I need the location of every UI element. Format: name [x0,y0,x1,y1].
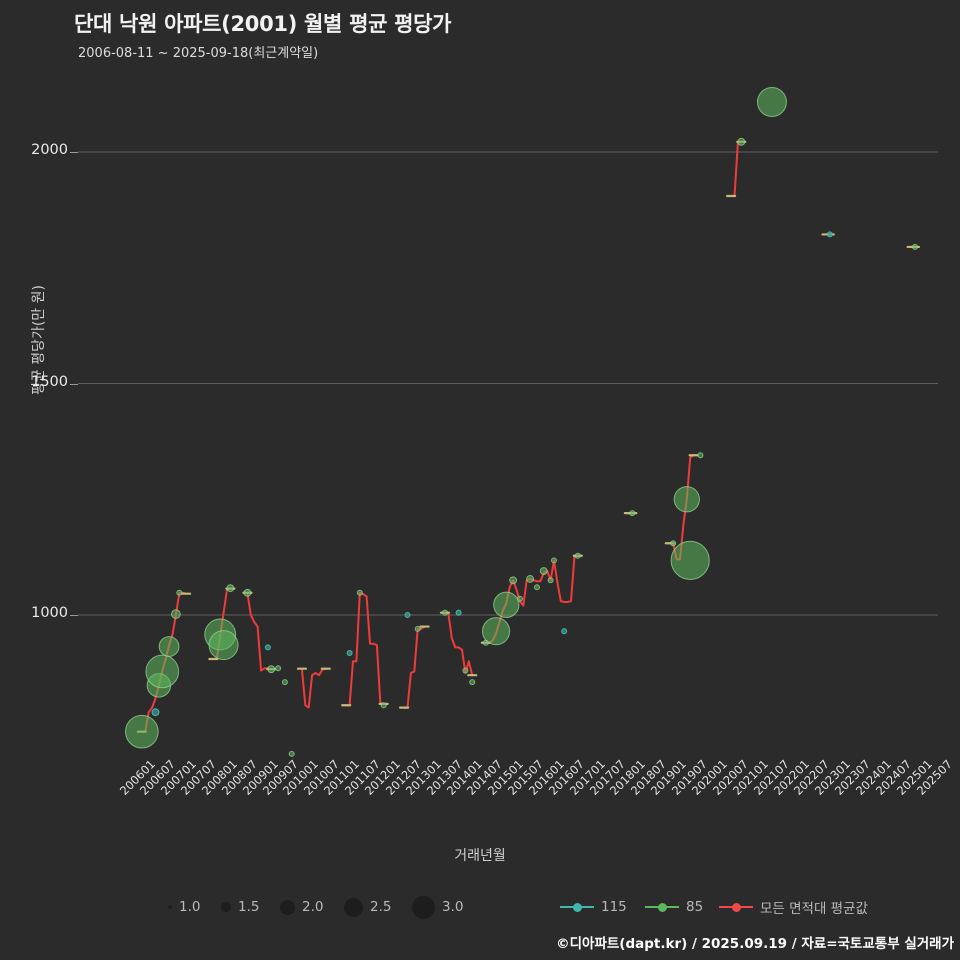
bubble-point-85 [550,557,557,564]
legend-bubble-icon [221,902,231,912]
y-tick-label: 1000 [31,605,68,621]
bubble-point-115 [404,611,411,619]
bubble-point-85 [516,595,523,602]
chart-canvas [78,87,938,757]
bubble-point-85 [673,486,700,513]
x-axis-title: 거래년월 [454,848,506,864]
bubble-point-115 [826,231,833,238]
avg-line-segment [730,140,743,197]
legend-size-item: 1.5 [221,890,259,924]
bubble-point-85 [176,589,183,596]
y-tick-label: 1500 [31,373,68,390]
y-tick-label: 2000 [31,142,68,158]
legend-series-label: 모든 면적대 평균값 [760,901,868,917]
bubble-point-85 [288,750,295,757]
legend-series-item[interactable]: 115 [560,890,627,924]
bubble-point-85 [462,667,469,674]
y-axis-title: 평균 평당가(만 원) [31,285,47,395]
bubble-point-85 [275,665,282,672]
bubble-point-115 [455,609,462,616]
bubble-point-85 [380,702,387,709]
bubble-point-85 [482,617,511,646]
bubble-point-85 [145,654,180,689]
chart-legend: 1.0 1.5 2.0 2.5 3.0 115 85 모든 면적대 평균값 [0,890,960,924]
bubble-point-115 [264,644,271,651]
bubble-point-85 [281,679,288,686]
bubble-point-85 [226,584,235,593]
bubble-point-85 [539,567,548,575]
bubble-point-85 [414,625,421,632]
legend-size-label: 2.5 [370,899,392,915]
legend-size-item: 2.5 [344,890,391,924]
legend-size-label: 1.5 [238,899,260,915]
bubble-point-85 [158,636,180,657]
bubble-point-85 [469,679,476,686]
legend-size-item: 3.0 [412,890,463,924]
bubble-point-85 [356,589,363,596]
legend-line-icon [560,902,594,912]
bubble-point-85 [125,714,159,749]
legend-line-icon [719,902,753,912]
bubble-point-85 [441,609,448,616]
legend-bubble-icon [344,897,363,917]
bubble-point-85 [629,510,636,517]
page-title: 단대 낙원 아파트(2001) 월별 평균 평당가 [74,12,452,36]
bubble-point-85 [697,452,704,459]
legend-series-label: 115 [601,899,627,915]
avg-line-segment [345,591,385,707]
bubble-point-85 [670,540,677,547]
y-tick-mark [70,383,78,385]
legend-size-label: 2.0 [302,899,324,915]
legend-size-label: 1.0 [179,899,201,915]
bubble-point-85 [208,630,239,661]
bubble-point-85 [243,588,252,597]
legend-bubble-icon [280,899,295,915]
plot-area [78,70,950,770]
bubble-point-115 [346,649,353,656]
bubble-point-85 [493,591,520,618]
y-tick-mark [70,615,78,616]
bubble-point-115 [151,708,160,717]
bubble-point-85 [737,137,746,146]
bubble-point-85 [267,665,276,674]
avg-line-segment [403,625,426,709]
bubble-point-85 [509,576,518,585]
bubble-point-85 [911,243,919,250]
legend-series-item[interactable]: 85 [645,890,703,924]
bubble-point-85 [171,609,181,619]
avg-line-segment [444,611,474,677]
legend-series-item[interactable]: 모든 면적대 평균값 [719,890,868,924]
bubble-point-85 [533,584,540,591]
legend-size-label: 3.0 [442,899,464,915]
legend-bubble-icon [412,895,435,919]
bubble-point-85 [574,552,581,559]
page-subtitle: 2006-08-11 ~ 2025-09-18(최근계약일) [78,46,319,61]
bubble-point-85 [547,577,554,584]
legend-series-label: 85 [686,899,704,915]
avg-line-segment [300,667,327,709]
footer-credit: ©디아파트(dapt.kr) / 2025.09.19 / 자료=국토교통부 실… [556,936,954,952]
y-tick-mark [70,152,78,153]
bubble-point-85 [756,87,787,117]
legend-line-icon [645,902,679,912]
legend-size-item: 1.0 [168,890,200,924]
bubble-point-85 [670,540,710,580]
bubble-point-85 [526,574,535,583]
legend-size-item: 2.0 [280,890,323,924]
avg-line-segment [246,591,273,672]
legend-bubble-icon [168,905,172,909]
bubble-point-115 [561,628,568,635]
